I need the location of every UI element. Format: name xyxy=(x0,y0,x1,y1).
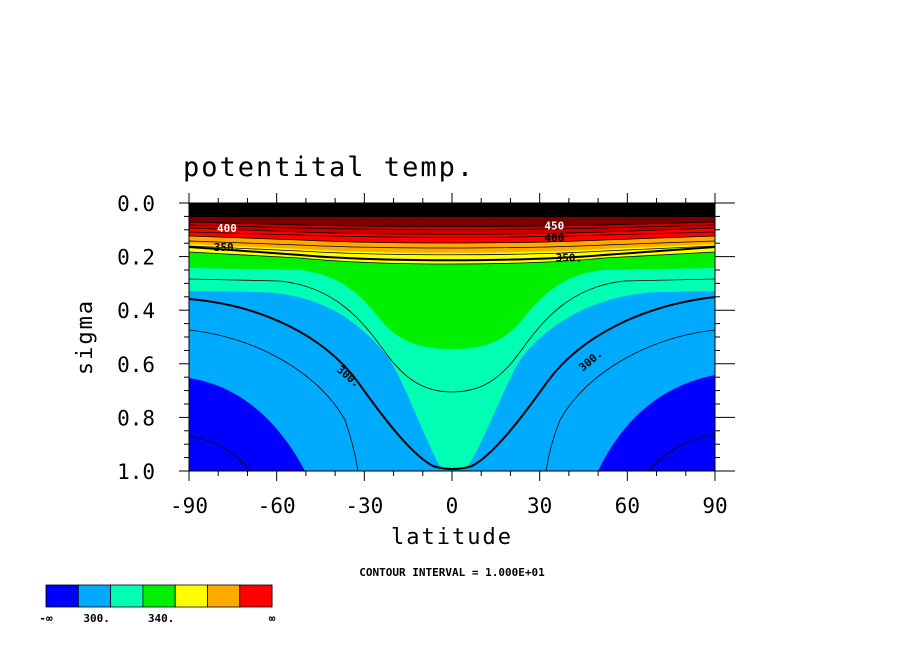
contour-lines-thin xyxy=(189,221,715,471)
x-tick-label: 0 xyxy=(446,494,459,518)
y-axis-label: sigma xyxy=(73,299,98,375)
colorbar-label: 300. xyxy=(83,612,110,625)
contour-interval-text: CONTOUR INTERVAL = 1.000E+01 xyxy=(359,566,545,579)
x-tick-label: 90 xyxy=(702,494,727,518)
colorbar-swatch xyxy=(142,584,176,608)
contour-label: 400 xyxy=(544,232,564,245)
x-tick-label: 30 xyxy=(527,494,552,518)
region-right-cold xyxy=(598,375,715,471)
contour-label: 400 xyxy=(217,222,237,235)
chart-title: potentital temp. xyxy=(183,152,475,183)
y-tick-label: 1.0 xyxy=(117,460,155,484)
colorbar-swatch xyxy=(207,584,241,608)
contour-label: 350. xyxy=(556,252,583,265)
y-tick-label: 0.0 xyxy=(117,192,155,216)
x-tick-label: 60 xyxy=(615,494,640,518)
colorbar-label: -∞ xyxy=(39,612,53,625)
y-tick-label: 0.4 xyxy=(117,299,155,323)
y-tick-label: 0.2 xyxy=(117,246,155,270)
contour-fill-group xyxy=(189,203,715,471)
colorbar-swatch xyxy=(174,584,208,608)
region-top-dense xyxy=(189,203,715,217)
colorbar-label: ∞ xyxy=(269,612,276,625)
x-tick-label: -60 xyxy=(258,494,296,518)
x-axis-label: latitude xyxy=(391,525,513,550)
y-axis: 0.0 0.2 0.4 0.6 0.8 1.0 xyxy=(117,192,735,484)
colorbar-swatch xyxy=(110,584,144,608)
colorbar-label: 340. xyxy=(148,612,175,625)
x-axis: -90 -60 -30 0 30 60 90 xyxy=(170,193,728,518)
x-tick-label: -90 xyxy=(170,494,208,518)
y-tick-label: 0.8 xyxy=(117,406,155,430)
colorbar-swatch xyxy=(45,584,79,608)
region-left-cold xyxy=(189,378,305,471)
colorbar-swatch xyxy=(239,584,273,608)
contour-label: 350. xyxy=(214,241,241,254)
contour-lines-bold xyxy=(189,246,715,470)
contour-label: 450 xyxy=(544,219,564,232)
colorbar: -∞ 300. 340. ∞ xyxy=(39,584,276,625)
colorbar-swatch xyxy=(77,584,112,608)
y-tick-label: 0.6 xyxy=(117,353,155,377)
x-tick-label: -30 xyxy=(345,494,383,518)
